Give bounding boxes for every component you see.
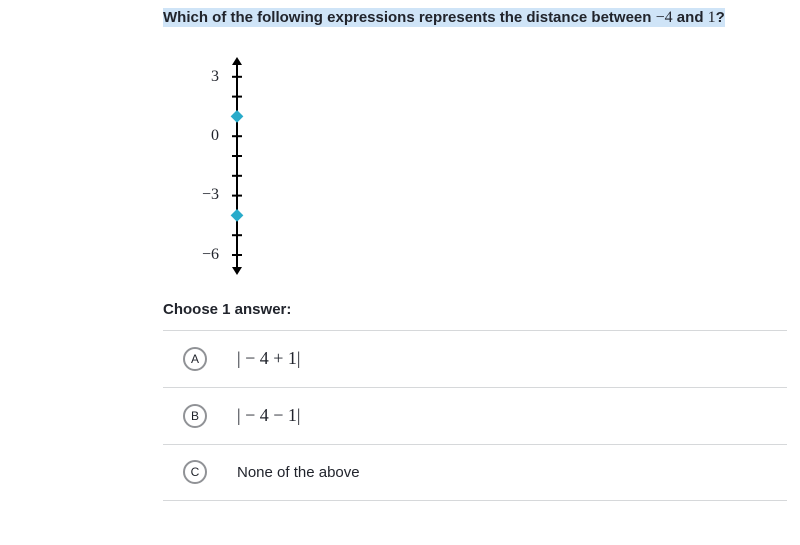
number-line-point xyxy=(231,209,244,222)
answer-letter: A xyxy=(183,347,207,371)
answer-option-b[interactable]: B | − 4 − 1| xyxy=(163,387,787,444)
instruction-text: Choose 1 answer: xyxy=(163,301,787,318)
question-text: Which of the following expressions repre… xyxy=(163,8,787,29)
tick-label: −6 xyxy=(202,246,219,264)
question-prefix: Which of the following expressions repre… xyxy=(163,9,656,26)
answer-option-a[interactable]: A | − 4 + 1| xyxy=(163,330,787,387)
question-num2: 1 xyxy=(708,9,716,26)
tick-label: 0 xyxy=(211,127,219,145)
answer-list: A | − 4 + 1| B | − 4 − 1| C None of the above xyxy=(163,330,787,501)
question-num1: −4 xyxy=(656,9,673,26)
tick-label: −3 xyxy=(202,186,219,204)
answer-letter: B xyxy=(183,404,207,428)
answer-option-c[interactable]: C None of the above xyxy=(163,444,787,501)
answer-text: | − 4 + 1| xyxy=(237,348,301,369)
number-line: 3 0 −3 −6 xyxy=(187,57,267,275)
tick-label: 3 xyxy=(211,68,219,86)
number-line-point xyxy=(231,110,244,123)
question-suffix: ? xyxy=(716,9,725,26)
question-mid: and xyxy=(673,9,708,26)
answer-text: | − 4 − 1| xyxy=(237,405,301,426)
answer-letter: C xyxy=(183,460,207,484)
answer-text: None of the above xyxy=(237,464,360,481)
